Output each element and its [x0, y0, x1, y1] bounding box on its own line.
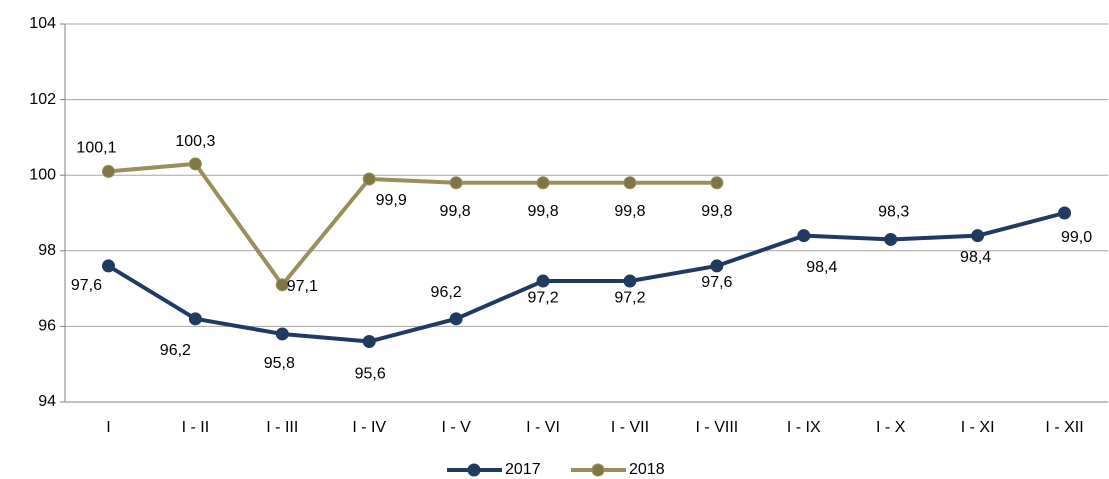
marker [797, 229, 811, 243]
marker [188, 312, 202, 326]
marker [101, 164, 115, 178]
data-label: 96,2 [160, 342, 191, 359]
x-tick-label: I [106, 419, 110, 436]
data-label: 100,1 [76, 140, 116, 157]
data-label: 99,8 [527, 203, 558, 220]
legend-label: 2018 [629, 461, 665, 478]
data-label: 95,6 [355, 366, 386, 383]
y-tick-label: 94 [38, 393, 56, 410]
marker [971, 229, 985, 243]
x-tick-label: I - VI [526, 419, 560, 436]
data-label: 99,8 [614, 203, 645, 220]
legend-label: 2017 [505, 461, 541, 478]
marker [449, 176, 463, 190]
data-label: 97,2 [527, 289, 558, 306]
x-tick-label: I - V [441, 419, 471, 436]
data-label: 95,8 [264, 355, 295, 372]
marker [536, 176, 550, 190]
marker [1058, 206, 1072, 220]
legend-marker [591, 463, 605, 477]
x-tick-label: I - XI [961, 419, 995, 436]
marker [884, 232, 898, 246]
marker [536, 274, 550, 288]
marker [362, 335, 376, 349]
data-label: 97,6 [71, 277, 102, 294]
marker [188, 157, 202, 171]
y-tick-label: 102 [29, 91, 56, 108]
data-label: 99,8 [701, 203, 732, 220]
data-label: 98,3 [878, 204, 909, 221]
marker [362, 172, 376, 186]
marker [710, 176, 724, 190]
marker [101, 259, 115, 273]
marker [275, 327, 289, 341]
x-tick-label: I - VIII [696, 419, 739, 436]
x-tick-label: I - IV [352, 419, 386, 436]
y-tick-label: 98 [38, 242, 56, 259]
series-line [108, 161, 717, 287]
legend-marker [467, 463, 481, 477]
data-label: 98,4 [960, 249, 991, 266]
x-tick-label: I - VII [611, 419, 649, 436]
marker [275, 278, 289, 292]
data-label: 97,6 [701, 274, 732, 291]
y-tick-label: 100 [29, 166, 56, 183]
x-tick-label: I - II [182, 419, 210, 436]
y-tick-label: 96 [38, 318, 56, 335]
x-tick-label: I - III [266, 419, 298, 436]
data-label: 100,3 [175, 133, 215, 150]
data-label: 99,8 [440, 203, 471, 220]
data-label: 96,2 [431, 284, 462, 301]
data-label: 99,0 [1061, 229, 1092, 246]
marker [449, 312, 463, 326]
data-label: 99,9 [376, 192, 407, 209]
data-label: 97,1 [287, 278, 318, 295]
marker [623, 274, 637, 288]
marker [710, 259, 724, 273]
x-tick-label: I - XII [1045, 419, 1083, 436]
x-tick-label: I - X [876, 419, 906, 436]
data-label: 97,2 [614, 289, 645, 306]
series-line [107, 211, 1066, 344]
y-tick-label: 104 [29, 15, 56, 32]
x-tick-label: I - IX [787, 419, 821, 436]
marker [623, 176, 637, 190]
data-label: 98,4 [806, 259, 837, 276]
